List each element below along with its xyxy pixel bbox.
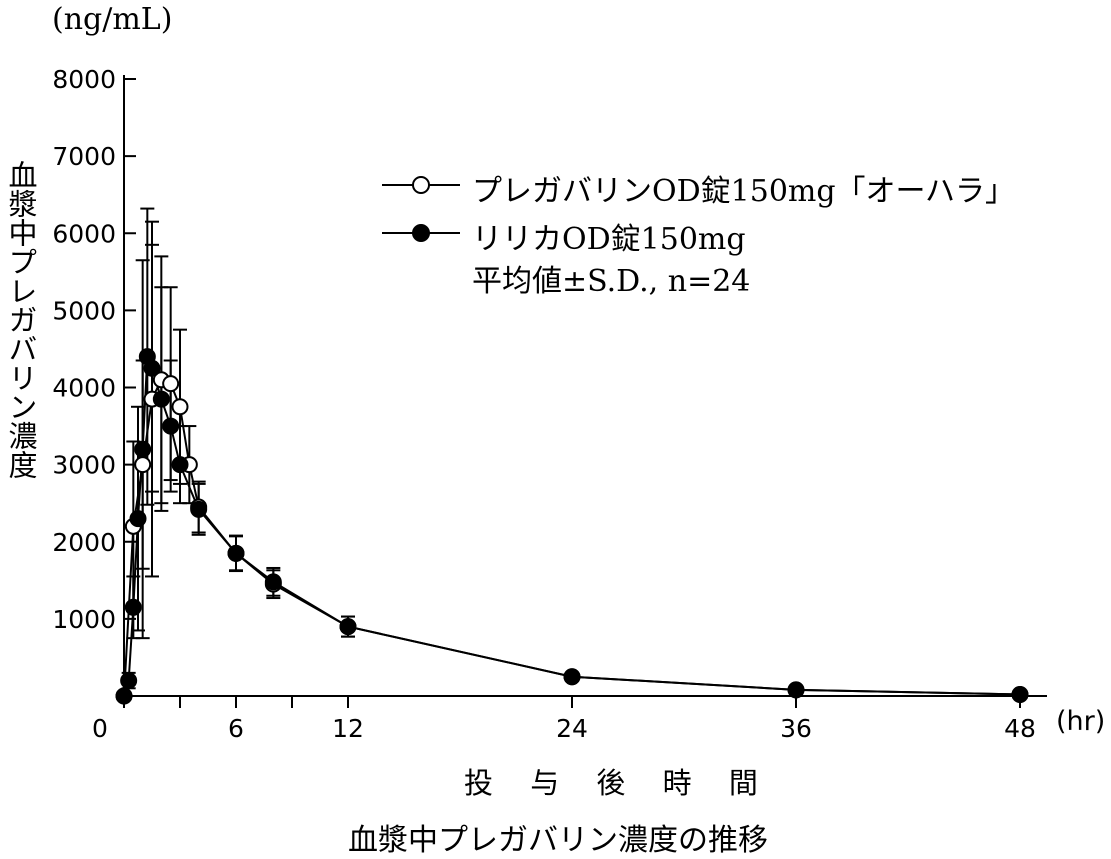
x-tick-label: 0: [92, 714, 108, 743]
point-lyrica: [787, 681, 805, 699]
y-tick-label: 5000: [52, 296, 116, 325]
legend-marker-0: [412, 176, 430, 194]
data-points: [115, 348, 1029, 705]
point-ohara: [171, 398, 189, 416]
y-tick-label: 8000: [52, 65, 116, 94]
point-lyrica: [115, 687, 133, 705]
point-ohara: [134, 456, 152, 474]
y-axis-label: 血漿中プレガバリン濃度: [4, 160, 38, 479]
series-line-0: [123, 378, 1021, 697]
point-lyrica: [152, 390, 170, 408]
legend-entry-lyrica: リリカOD錠150mg: [472, 222, 746, 257]
point-lyrica: [134, 440, 152, 458]
x-tick-label: 12: [332, 714, 364, 743]
x-tick-label: 24: [556, 714, 588, 743]
x-tick-label: 48: [1004, 714, 1036, 743]
y-tick-label: 1000: [52, 605, 116, 634]
point-ohara: [162, 375, 180, 393]
point-lyrica: [190, 500, 208, 518]
point-lyrica: [162, 417, 180, 435]
point-lyrica: [171, 456, 189, 474]
point-lyrica: [124, 598, 142, 616]
point-lyrica: [1011, 685, 1029, 703]
series-line-1: [123, 356, 1021, 697]
legend-entry-ohara: プレガバリンOD錠150mg「オーハラ」: [472, 174, 1015, 209]
x-axis-label: 投 与 後 時 間: [464, 766, 772, 800]
legend-marker-1: [412, 224, 430, 242]
y-tick-label: 2000: [52, 528, 116, 557]
point-lyrica: [264, 573, 282, 591]
x-tick-label: 36: [780, 714, 812, 743]
legend-markers: [382, 176, 460, 242]
y-tick-label: 6000: [52, 219, 116, 248]
legend-note: 平均値±S.D., n=24: [472, 264, 751, 299]
point-lyrica: [339, 618, 357, 636]
point-lyrica: [129, 510, 147, 528]
point-lyrica: [563, 668, 581, 686]
series-lines: [123, 356, 1021, 697]
y-tick-label: 7000: [52, 142, 116, 171]
x-tick-label: 6: [228, 714, 244, 743]
y-tick-label: 4000: [52, 374, 116, 403]
y-tick-label: 3000: [52, 451, 116, 480]
y-axis-unit: (ng/mL): [52, 2, 173, 37]
figure-caption: 血漿中プレガバリン濃度の推移: [348, 823, 768, 858]
point-lyrica: [120, 672, 138, 690]
axes: 1000 2000 3000 4000 5000 6000 7000 8000 0 6 12 24 36…: [52, 65, 1047, 743]
point-lyrica: [143, 359, 161, 377]
point-lyrica: [227, 544, 245, 562]
x-axis-unit: (hr): [1056, 706, 1106, 737]
